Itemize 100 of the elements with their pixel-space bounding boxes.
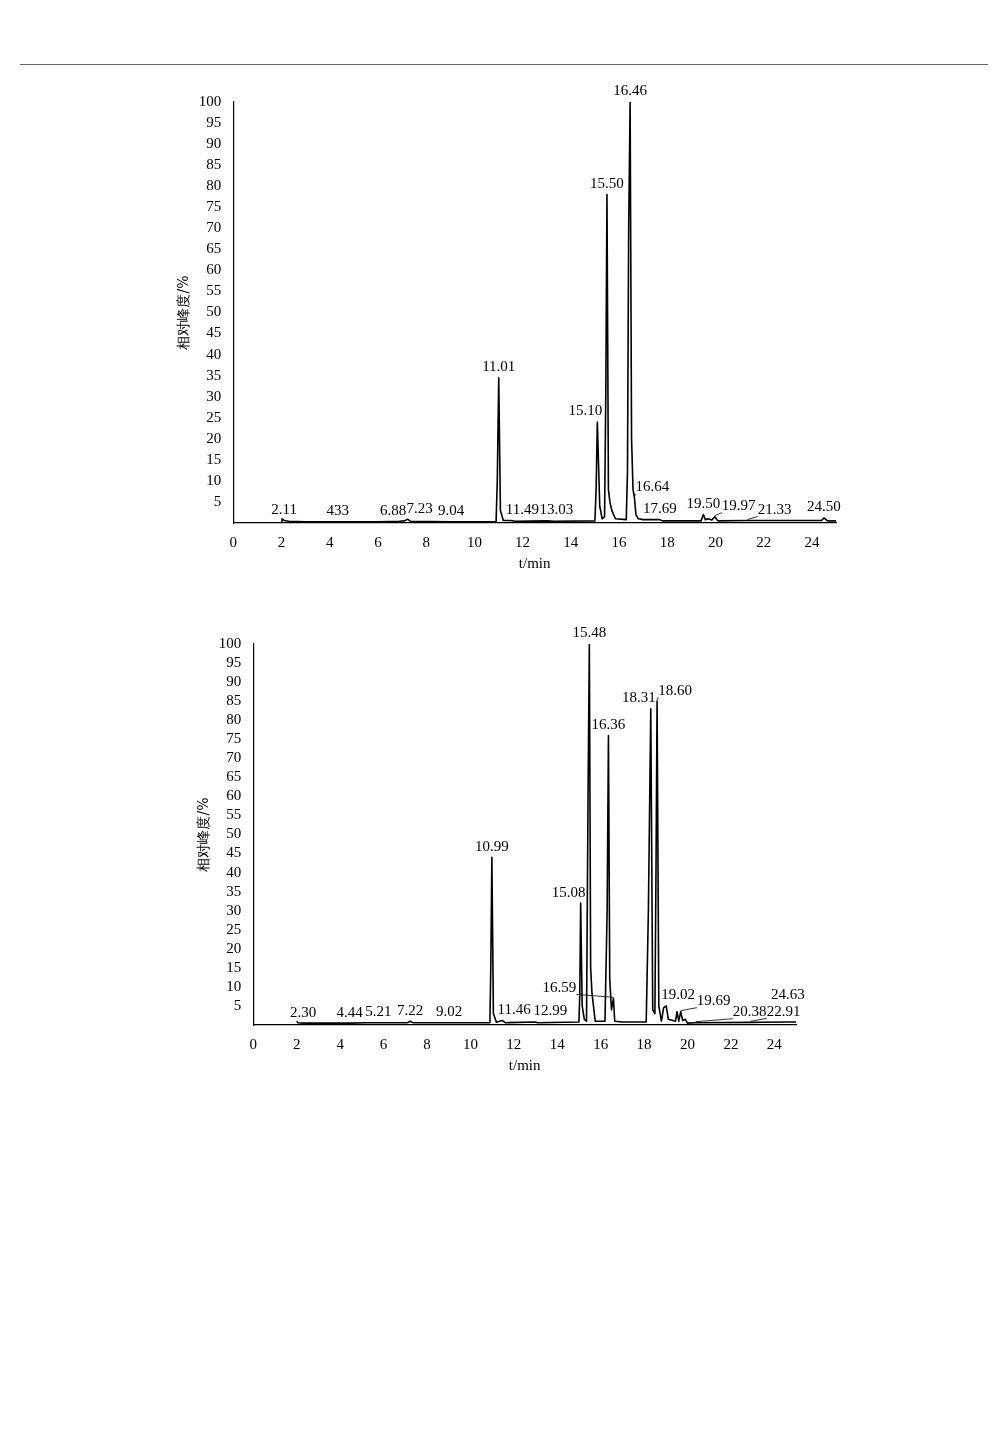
- annotation: 20.38: [732, 1003, 767, 1020]
- x-tick-label: 0: [249, 1035, 258, 1052]
- annotation: 6.88: [380, 501, 407, 518]
- annotation: 16.36: [591, 715, 626, 732]
- x-tick-label: 4: [325, 533, 334, 550]
- y-tick-label: 55: [206, 282, 222, 299]
- y-tick-label: 15: [226, 958, 242, 975]
- annotation: 15.48: [572, 624, 607, 641]
- y-tick-label: 45: [206, 324, 222, 341]
- y-axis-title: 相对峰度/%: [195, 797, 212, 872]
- annotation: 7.23: [406, 499, 433, 516]
- x-axis-title: t/min: [518, 554, 551, 571]
- x-tick-label: 8: [422, 533, 430, 550]
- x-tick-label: 6: [374, 533, 383, 550]
- x-tick-label: 8: [423, 1035, 431, 1052]
- annotation: 16.64: [635, 478, 670, 495]
- x-tick-label: 22: [756, 533, 772, 550]
- y-tick-label: 75: [206, 198, 222, 215]
- annotation: 22.91: [766, 1002, 801, 1019]
- annotation: 13.03: [539, 501, 574, 518]
- y-tick-label: 80: [206, 177, 222, 194]
- x-tick-label: 10: [462, 1035, 478, 1052]
- annotation: 19.97: [721, 497, 757, 514]
- y-tick-label: 75: [226, 730, 242, 747]
- annotation: 24.50: [807, 498, 841, 515]
- x-tick-label: 24: [804, 533, 820, 550]
- x-tick-label: 0: [229, 533, 238, 550]
- annotation: 5.21: [365, 1003, 392, 1020]
- y-tick-label: 10: [226, 977, 242, 994]
- y-tick-label: 50: [206, 303, 222, 320]
- x-tick-label: 10: [466, 533, 482, 550]
- y-tick-label: 70: [206, 219, 222, 236]
- annotation: 15.50: [590, 175, 624, 192]
- x-tick-label: 2: [277, 533, 286, 550]
- y-tick-label: 90: [206, 135, 222, 152]
- annotation: 12.99: [533, 1002, 568, 1019]
- annotation: 2.30: [290, 1003, 317, 1020]
- x-tick-label: 18: [636, 1035, 652, 1052]
- annotation: 433: [326, 502, 349, 519]
- annotation: 4.44: [336, 1003, 364, 1020]
- annotation: 15.08: [551, 883, 586, 900]
- annotation: 2.11: [271, 500, 298, 517]
- y-tick-label: 100: [218, 634, 242, 651]
- y-tick-label: 60: [226, 787, 242, 804]
- annotation: 18.31: [621, 689, 656, 706]
- y-tick-label: 30: [226, 901, 242, 918]
- y-tick-label: 45: [226, 844, 242, 861]
- y-axis-title: 相对峰度/%: [175, 275, 192, 350]
- annotation: 10.99: [475, 837, 509, 854]
- x-tick-label: 24: [766, 1035, 783, 1052]
- x-tick-label: 2: [292, 1035, 301, 1052]
- y-tick-label: 15: [206, 450, 222, 467]
- y-tick-label: 80: [226, 711, 242, 728]
- y-tick-label: 5: [213, 492, 222, 509]
- y-tick-label: 40: [226, 863, 242, 880]
- y-tick-label: 95: [226, 653, 242, 670]
- annotation: 24.63: [771, 986, 805, 1003]
- annotation: 19.50: [686, 495, 721, 512]
- annotation: 9.04: [438, 502, 465, 519]
- x-axis-title: t/min: [508, 1056, 541, 1073]
- x-tick-label: 16: [611, 533, 628, 550]
- x-tick-label: 16: [593, 1035, 609, 1052]
- y-tick-label: 40: [206, 345, 222, 362]
- y-tick-label: 90: [226, 673, 242, 690]
- x-tick-label: 12: [515, 533, 531, 550]
- y-tick-label: 100: [198, 92, 222, 109]
- y-tick-label: 25: [226, 920, 242, 937]
- y-tick-label: 95: [206, 113, 222, 130]
- x-tick-label: 6: [379, 1035, 388, 1052]
- annotation: 17.69: [642, 500, 677, 517]
- y-tick-label: 65: [226, 768, 242, 785]
- annotation: 7.22: [396, 1001, 424, 1018]
- annotation: 19.69: [696, 992, 731, 1009]
- x-tick-label: 14: [563, 533, 579, 550]
- y-tick-label: 85: [206, 156, 222, 173]
- annotation: 16.46: [613, 82, 648, 99]
- annotation: 9.02: [435, 1003, 463, 1020]
- x-tick-label: 22: [723, 1035, 739, 1052]
- annotation: 21.33: [757, 500, 792, 517]
- annotation: 18.60: [658, 681, 692, 698]
- x-tick-label: 20: [707, 533, 723, 550]
- x-tick-label: 4: [336, 1035, 345, 1052]
- annotation: 11.46: [497, 1000, 532, 1017]
- y-tick-label: 85: [226, 692, 242, 709]
- annotation: 15.10: [568, 402, 603, 419]
- y-tick-label: 65: [206, 240, 222, 257]
- annotation: 19.02: [661, 986, 696, 1003]
- y-tick-label: 60: [206, 261, 222, 278]
- x-tick-label: 20: [679, 1035, 695, 1052]
- y-tick-label: 35: [226, 882, 242, 899]
- y-tick-label: 20: [226, 939, 242, 956]
- y-tick-label: 20: [206, 429, 222, 446]
- x-tick-label: 18: [659, 533, 675, 550]
- y-tick-label: 55: [226, 806, 242, 823]
- annotation: 11.49: [505, 500, 539, 517]
- y-tick-label: 30: [206, 387, 222, 404]
- y-tick-label: 5: [233, 996, 242, 1013]
- y-tick-label: 50: [226, 825, 242, 842]
- y-tick-label: 35: [206, 366, 222, 383]
- y-tick-label: 70: [226, 749, 242, 766]
